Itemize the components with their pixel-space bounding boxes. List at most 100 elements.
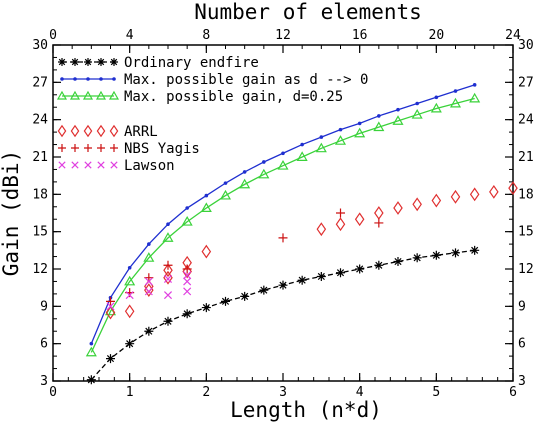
- y-tick-label-right: 30: [518, 38, 534, 53]
- star-series-point: [374, 260, 384, 270]
- x-tick-label: 3: [279, 385, 287, 400]
- x-series-group: [106, 271, 192, 311]
- x-series-point: [106, 302, 115, 311]
- triangle-series-point: [124, 275, 136, 286]
- dot-series-point: [242, 170, 247, 174]
- dot-series-point: [434, 95, 439, 100]
- diamond-series-legend-marker: [96, 124, 106, 138]
- triangle-series-legend-marker: [108, 90, 120, 100]
- diamond-series-point: [201, 244, 212, 259]
- x-series-point: [183, 271, 192, 280]
- x-series-legend-marker: [58, 161, 66, 169]
- dot-series-point: [415, 101, 419, 106]
- star-series-point: [144, 326, 154, 336]
- diamond-series-point: [469, 187, 480, 202]
- star-series-legend-marker: [97, 58, 105, 66]
- x-series-legend-marker: [71, 161, 79, 169]
- y-tick-label-right: 9: [518, 299, 526, 314]
- dot-series-legend-marker: [99, 77, 103, 81]
- plus-series-legend-marker: [97, 144, 105, 152]
- diamond-series-legend-marker: [70, 124, 80, 138]
- y-tick-label-left: 3: [40, 374, 48, 389]
- x2-tick-label: 12: [275, 28, 291, 43]
- star-series-point: [240, 291, 250, 301]
- y-tick-label-right: 15: [518, 225, 534, 240]
- triangle-series-line: [90, 97, 475, 353]
- triangle-series-point: [373, 121, 385, 132]
- y-tick-label-left: 15: [32, 225, 48, 240]
- triangle-series-point: [162, 232, 174, 242]
- plus-series-point: [336, 208, 345, 218]
- x-tick-label: 0: [49, 385, 57, 400]
- star-series-point: [201, 303, 211, 313]
- plus-series-group: [106, 208, 384, 306]
- y-tick-label-right: 21: [518, 150, 534, 165]
- dot-series-point: [262, 160, 266, 164]
- diamond-series-point: [354, 212, 365, 227]
- triangle-series-point: [392, 115, 404, 125]
- dot-series-point: [223, 181, 228, 185]
- y-tick-label-left: 12: [32, 262, 48, 277]
- diamond-series-legend-marker: [57, 124, 67, 138]
- triangle-series-legend-marker: [56, 90, 68, 100]
- star-series-point: [355, 264, 365, 274]
- x-series-legend-marker: [97, 161, 105, 169]
- triangle-series-point: [258, 168, 270, 179]
- y-tick-label-right: 3: [518, 374, 526, 389]
- x-tick-label: 5: [432, 385, 440, 400]
- y-tick-label-right: 24: [518, 113, 534, 128]
- star-series-point: [431, 250, 441, 260]
- star-series-legend-marker: [58, 58, 66, 66]
- x-series-point: [144, 277, 153, 286]
- x-series-point: [183, 287, 192, 296]
- dot-series-point: [377, 114, 381, 118]
- triangle-series-point: [449, 97, 462, 108]
- star-series-point: [393, 257, 403, 267]
- x2-tick-label: 20: [429, 28, 445, 43]
- dot-series-point: [396, 107, 400, 112]
- dot-series-point: [453, 89, 458, 93]
- dot-series-legend-marker: [60, 77, 64, 81]
- diamond-series-legend-marker: [83, 124, 93, 138]
- x-series-point: [125, 291, 134, 300]
- star-series-point: [163, 316, 173, 326]
- plus-series-legend-label: NBS Yagis: [124, 141, 200, 157]
- triangle-series-legend-marker: [82, 90, 94, 100]
- triangle-series-legend-marker: [69, 90, 81, 100]
- dot-series-point: [185, 206, 189, 210]
- plus-series-point: [163, 260, 173, 270]
- diamond-series-legend-marker: [109, 124, 119, 138]
- diamond-series-point: [335, 217, 346, 232]
- x-tick-label: 6: [509, 385, 517, 400]
- diamond-series-point: [105, 305, 116, 320]
- diamond-series-point: [393, 201, 403, 215]
- diamond-series-point: [489, 184, 499, 199]
- diamond-series-point: [163, 263, 173, 278]
- dot-series-point: [472, 83, 477, 87]
- left-axis-title: Gain (dBi): [0, 150, 23, 276]
- dot-series-legend-label: Max. possible gain as d --> 0: [124, 72, 368, 88]
- dot-series-point: [300, 142, 304, 147]
- dot-series-point: [166, 222, 170, 226]
- y-tick-label-left: 30: [32, 38, 48, 53]
- diamond-series-point: [144, 279, 154, 294]
- diamond-series-point: [124, 304, 135, 319]
- star-series-legend-marker: [71, 58, 79, 66]
- x-tick-label: 2: [202, 385, 210, 400]
- bottom-axis-title: Length (n*d): [230, 398, 382, 422]
- plus-series-point: [106, 296, 115, 306]
- dot-series-point: [338, 127, 343, 132]
- plus-series-legend-marker: [58, 144, 66, 152]
- star-series-point: [336, 268, 345, 278]
- triangle-series-group: [85, 92, 481, 357]
- star-series-point: [316, 271, 326, 281]
- dot-series-point: [204, 193, 209, 198]
- plus-series-legend-marker: [84, 144, 92, 152]
- star-series-point: [451, 248, 460, 258]
- y-tick-label-right: 27: [518, 75, 534, 90]
- triangle-series-point: [143, 252, 155, 262]
- triangle-series-point: [315, 142, 327, 153]
- x-tick-label: 1: [126, 385, 134, 400]
